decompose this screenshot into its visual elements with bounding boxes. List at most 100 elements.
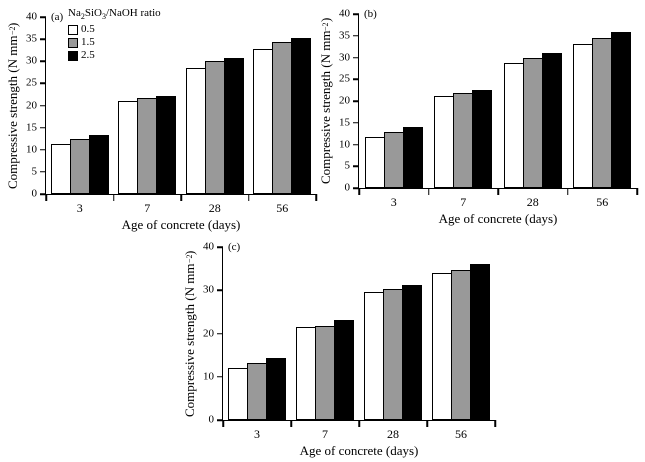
x-tick	[358, 188, 360, 195]
y-tick	[352, 56, 359, 59]
y-tick-label: 20	[203, 327, 214, 339]
y-tick-label: 35	[339, 29, 350, 42]
x-tick-label: 56	[596, 195, 609, 209]
x-tick-label: 56	[455, 427, 467, 441]
bar-1.5-age-28	[204, 61, 225, 194]
bar-2.5-age-28	[541, 52, 562, 188]
x-tick-label: 3	[390, 195, 397, 209]
bar-1.5-age-28	[522, 57, 543, 188]
bar-2.5-age-28	[223, 58, 244, 194]
y-tick	[352, 143, 359, 146]
y-tick	[216, 376, 223, 378]
y-tick-label: 25	[26, 76, 37, 89]
panel-label: (a)	[51, 11, 64, 23]
bar-1.5-age-56	[592, 37, 613, 188]
y-tick-label: 35	[26, 32, 37, 45]
bar-2.5-age-7	[156, 95, 177, 194]
legend-swatch-icon	[68, 50, 78, 61]
panel-label: (b)	[364, 8, 377, 20]
bar-0.5-age-7	[434, 96, 455, 188]
y-tick	[352, 100, 359, 102]
legend: Na2SiO3/NaOH ratio 0.5 1.5 2.5	[68, 7, 161, 62]
x-tick-label: 3	[254, 427, 260, 441]
y-tick	[39, 38, 46, 40]
x-tick-label: 7	[322, 427, 328, 441]
bar-0.5-age-7	[118, 100, 139, 194]
legend-swatch-icon	[68, 37, 78, 48]
y-tick	[39, 60, 46, 62]
bar-1.5-age-28	[383, 289, 403, 420]
x-axis-title: Age of concrete (days)	[299, 443, 419, 458]
bar-2.5-age-56	[291, 37, 312, 194]
y-tick-label: 40	[339, 7, 350, 20]
chart-panel-a: (a) Na2SiO3/NaOH ratio 0.5 1.5 2.5 Compres…	[0, 2, 322, 231]
bar-1.5-age-56	[451, 270, 471, 420]
bar-0.5-age-56	[573, 43, 594, 188]
x-tick	[426, 420, 428, 427]
plot-area: (a) Na2SiO3/NaOH ratio 0.5 1.5 2.5 Compres…	[5, 7, 317, 231]
x-tick-label: 7	[144, 201, 151, 215]
bar-2.5-age-7	[472, 90, 493, 188]
x-tick-label: 28	[387, 427, 399, 441]
legend-item-1.5: 1.5	[68, 36, 161, 49]
y-tick	[352, 35, 359, 37]
bar-0.5-age-28	[185, 67, 206, 194]
bar-0.5-age-28	[503, 62, 524, 188]
x-axis-title: Age of concrete (days)	[121, 217, 241, 232]
x-tick	[358, 420, 360, 427]
bar-1.5-age-7	[453, 93, 474, 188]
y-tick-label: 20	[26, 99, 37, 111]
y-tick	[39, 171, 46, 173]
y-tick-label: 30	[203, 283, 214, 296]
y-tick	[216, 419, 223, 421]
bar-0.5-age-3	[50, 144, 71, 194]
y-tick-label: 30	[339, 51, 350, 63]
y-axis-title: Compressive strength (N mm −2)	[182, 250, 197, 417]
x-tick	[247, 194, 250, 201]
y-tick	[352, 13, 359, 15]
y-tick	[216, 289, 223, 291]
bar-0.5-age-3	[228, 367, 248, 420]
y-tick-label: 20	[339, 94, 350, 107]
x-tick-label: 7	[460, 195, 467, 209]
x-axis-title: Age of concrete (days)	[438, 211, 558, 226]
x-tick	[636, 188, 638, 195]
y-tick-label: 0	[344, 181, 351, 194]
y-axis-title: Compressive strength (N mm −2)	[5, 22, 20, 189]
bar-0.5-age-3	[364, 136, 385, 188]
bar-2.5-age-7	[334, 319, 354, 420]
x-tick	[494, 420, 496, 427]
y-tick-label: 5	[344, 159, 351, 172]
y-tick	[39, 16, 46, 18]
y-tick	[352, 122, 359, 124]
x-tick	[112, 194, 115, 201]
panel-label: (c)	[228, 241, 241, 253]
y-tick	[352, 78, 359, 80]
x-tick	[45, 194, 47, 201]
bar-1.5-age-56	[272, 41, 293, 194]
bar-0.5-age-28	[364, 292, 384, 420]
y-tick	[216, 246, 223, 248]
y-tick	[39, 193, 46, 195]
y-tick-label: 15	[339, 116, 350, 129]
bar-2.5-age-28	[402, 285, 422, 420]
x-tick-label: 56	[276, 201, 289, 215]
y-tick	[39, 126, 46, 129]
plot-area: (c) Compressive strength (N mm −2) Age of…	[182, 241, 496, 457]
x-tick-label: 3	[76, 201, 83, 215]
x-tick	[315, 194, 317, 201]
bar-0.5-age-7	[296, 327, 316, 420]
y-tick	[352, 165, 359, 167]
bar-1.5-age-3	[69, 139, 90, 194]
x-tick-label: 28	[526, 195, 539, 209]
bar-1.5-age-3	[383, 131, 404, 188]
bar-2.5-age-3	[266, 357, 286, 420]
bar-0.5-age-56	[432, 272, 452, 420]
x-tick	[566, 188, 569, 195]
plot-area: (b) Compressive strength (N mm −2) Age of…	[318, 8, 638, 225]
y-tick	[352, 187, 359, 189]
x-tick	[290, 420, 292, 427]
y-tick-label: 40	[26, 10, 37, 23]
bar-0.5-age-56	[253, 48, 274, 194]
